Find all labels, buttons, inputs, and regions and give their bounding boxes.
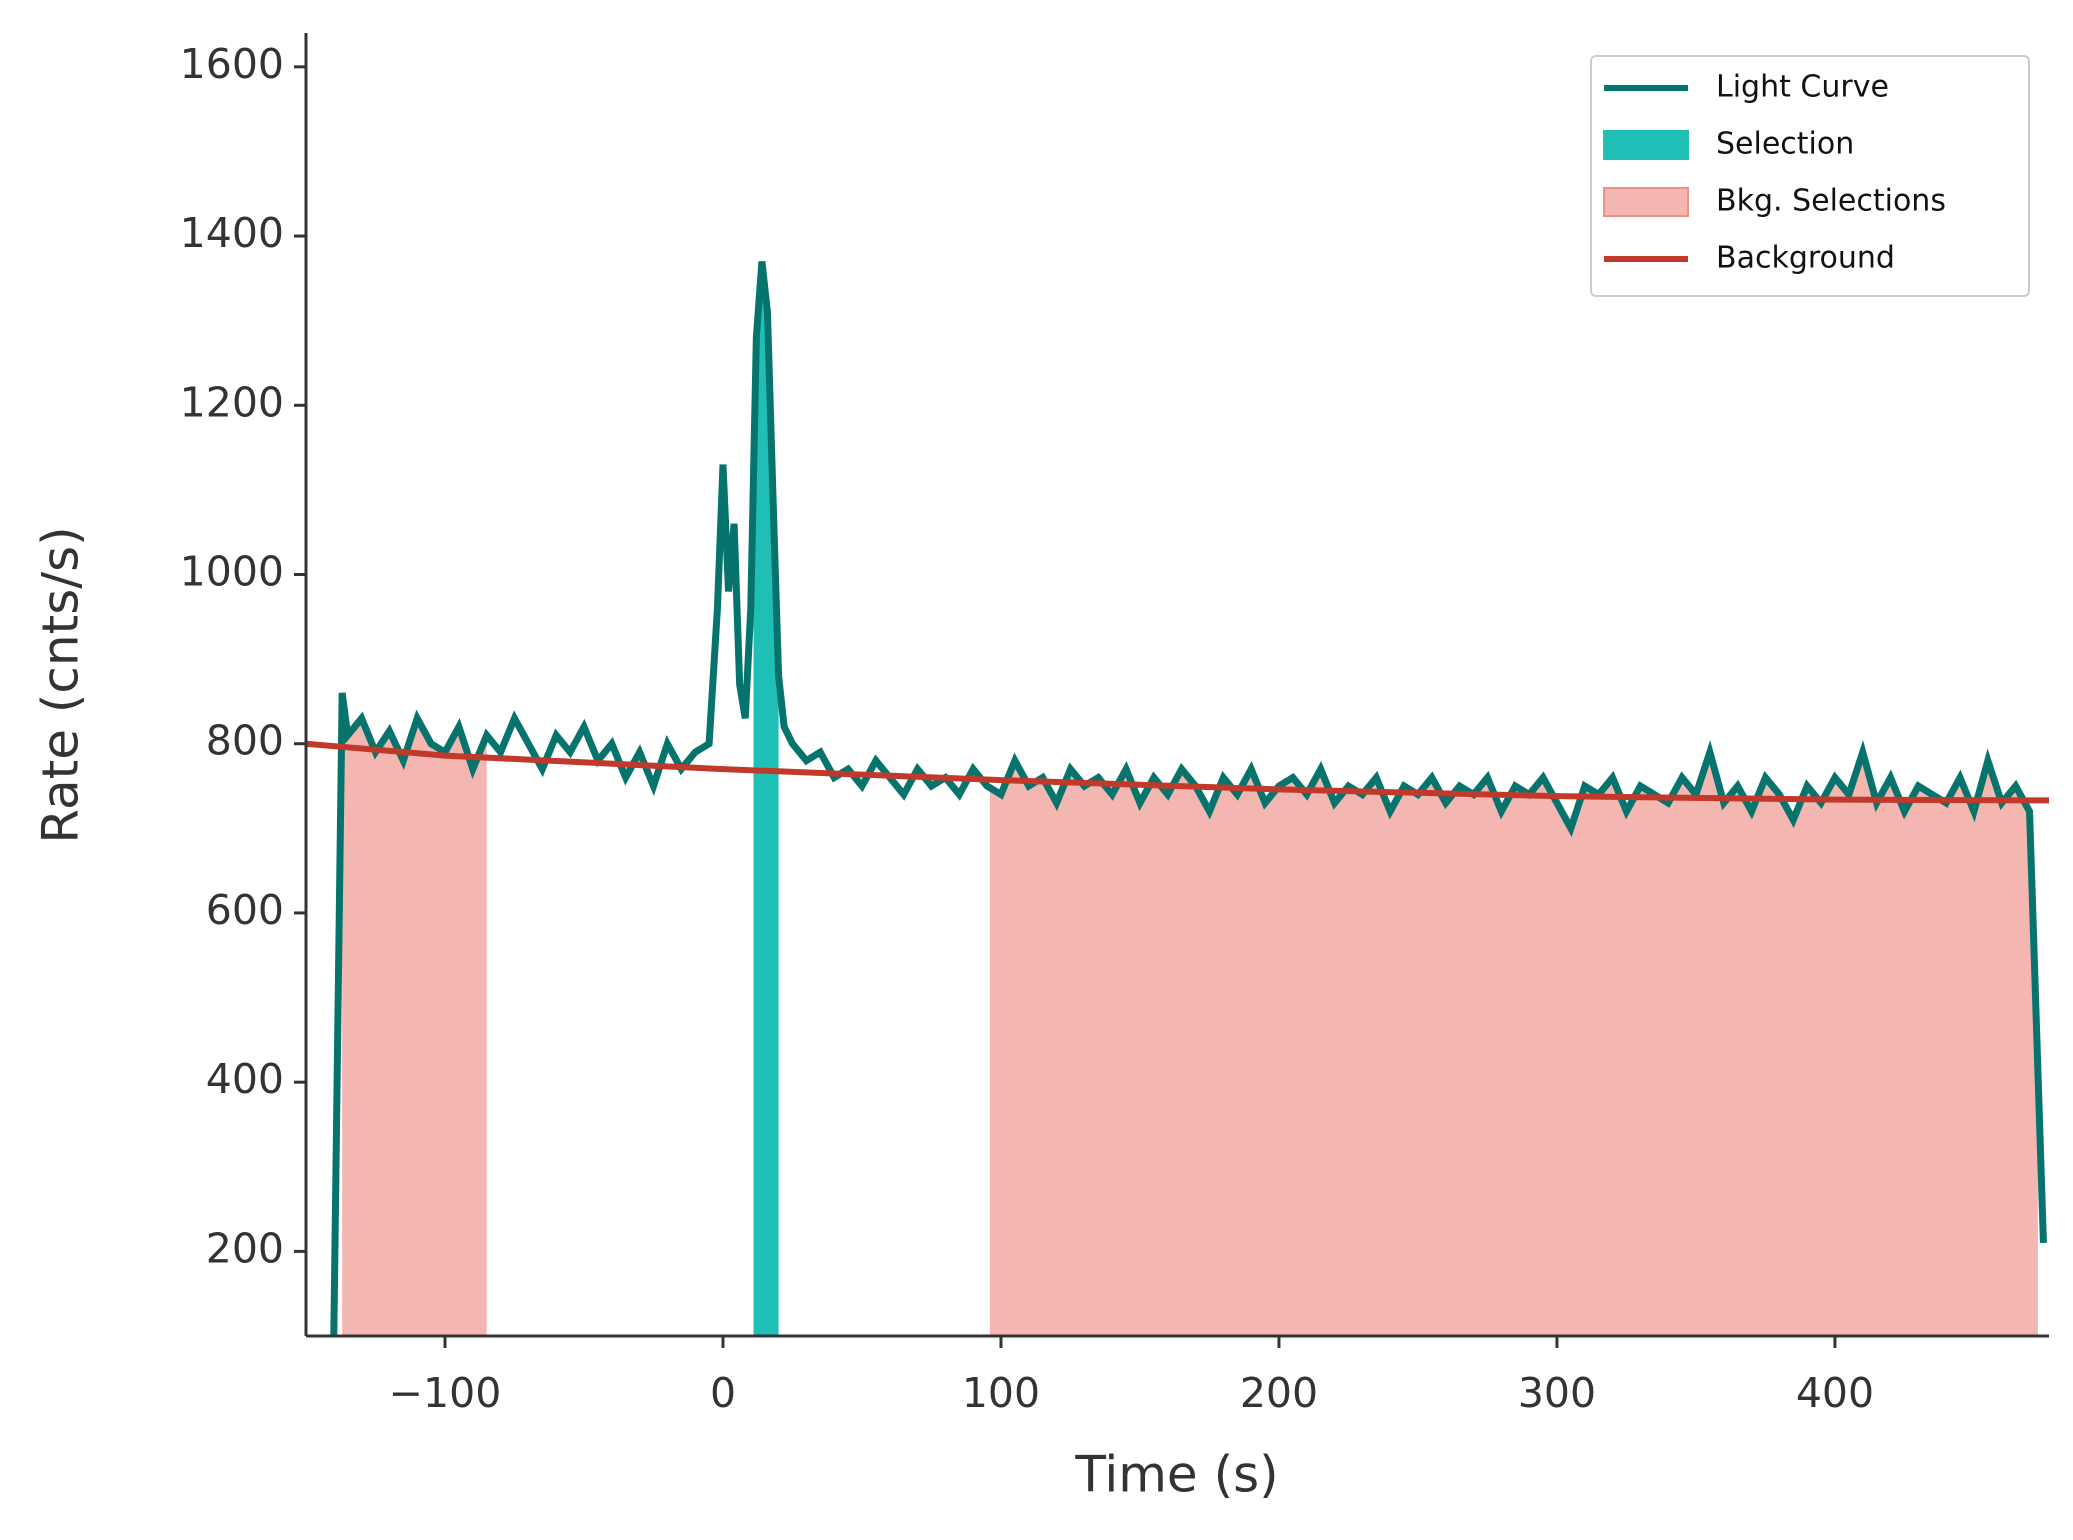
legend-label: Selection <box>1716 127 1854 162</box>
legend-label: Background <box>1716 241 1895 276</box>
x-tick-label: 200 <box>1240 1369 1318 1417</box>
legend-label: Light Curve <box>1716 70 1889 105</box>
line-layer <box>305 261 2050 1337</box>
legend-label: Bkg. Selections <box>1716 184 1946 219</box>
legend-swatch <box>1603 187 1689 217</box>
selection-area <box>342 692 487 1336</box>
x-tick-label: 300 <box>1518 1369 1596 1417</box>
x-tick-label: 0 <box>710 1369 736 1417</box>
legend: Light Curve Selection Bkg. Selections Backg… <box>1590 55 2030 297</box>
x-axis-label: Time (s) <box>1074 1446 1278 1504</box>
series-line <box>330 261 2047 1337</box>
x-tick-label: 100 <box>962 1369 1040 1417</box>
y-tick-label: 1600 <box>180 40 284 88</box>
selection-area <box>989 752 2038 1336</box>
axes: 200 400 600 800 1000 1200 1400 1600 −100 0 100 200 3… <box>180 33 2049 1417</box>
y-tick-label: 800 <box>206 717 284 765</box>
series-line <box>305 740 2050 804</box>
y-tick-label: 1200 <box>180 378 284 426</box>
y-tick-label: 600 <box>206 886 284 934</box>
legend-box <box>1590 55 2030 297</box>
y-tick-label: 1400 <box>180 209 284 257</box>
y-tick-label: 200 <box>206 1224 284 1272</box>
y-tick-label: 1000 <box>180 548 284 596</box>
y-tick-label: 400 <box>206 1055 284 1103</box>
x-tick-label: 400 <box>1796 1369 1874 1417</box>
x-tick-label: −100 <box>389 1369 502 1417</box>
selection-layer <box>342 261 2038 1336</box>
y-axis-label: Rate (cnts/s) <box>32 526 90 843</box>
legend-swatch <box>1603 130 1689 160</box>
